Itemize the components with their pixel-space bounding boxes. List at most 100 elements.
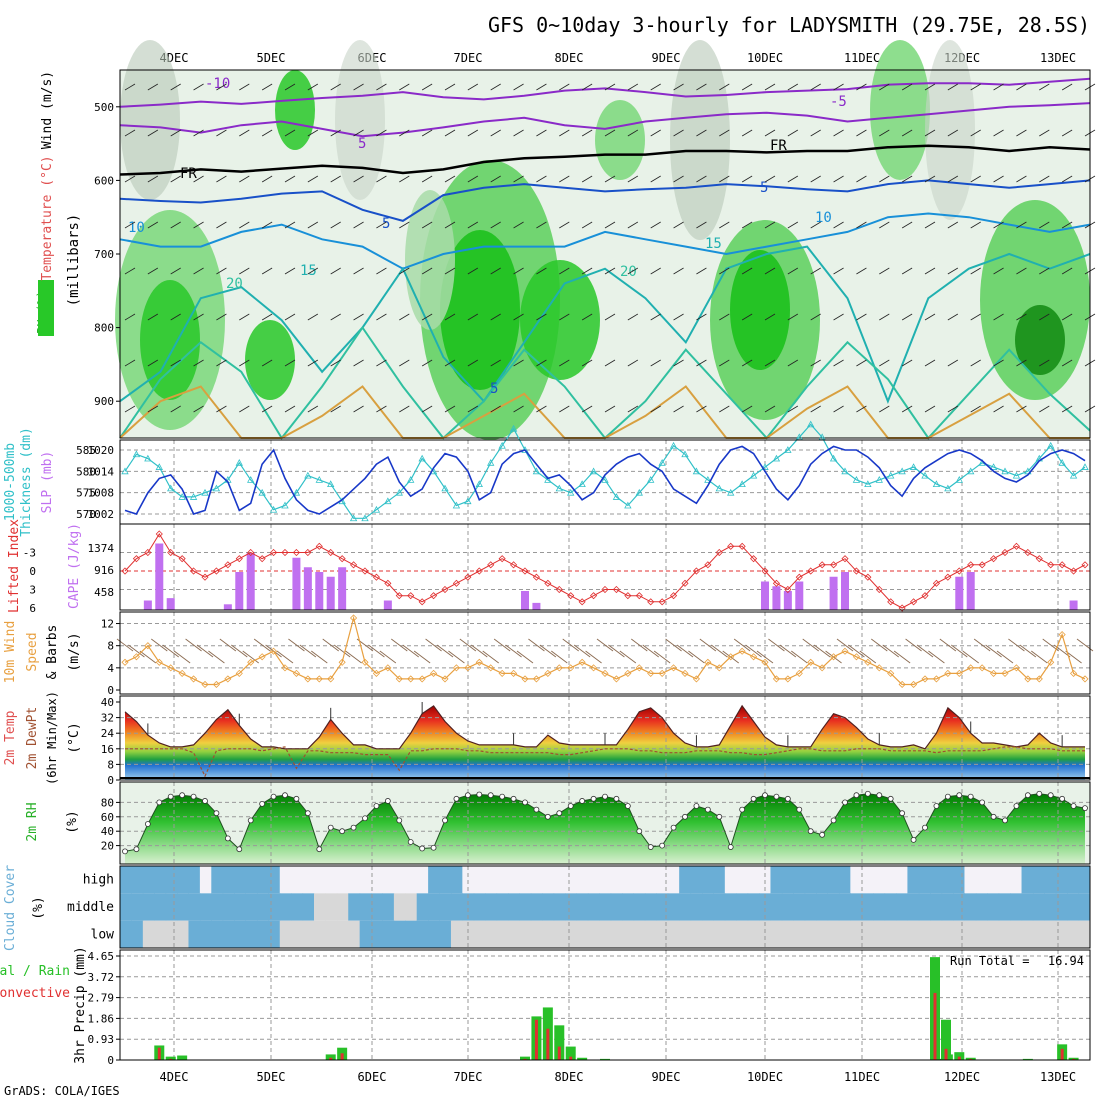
cloud-cell-low	[667, 920, 680, 948]
wind-speed-point	[464, 664, 472, 672]
upper-wind-barb	[330, 129, 341, 137]
wind-speed-point	[1001, 669, 1009, 677]
upper-wind-barb	[124, 175, 136, 183]
wind-speed-point	[795, 669, 803, 677]
precip-frame	[119, 949, 1091, 1061]
precip-convective-bar	[546, 1028, 550, 1060]
cloud-cell-middle	[690, 893, 703, 921]
cloud-cell-high	[724, 866, 737, 894]
upper-wind-barb	[193, 359, 204, 367]
rh-point	[1024, 792, 1031, 799]
temp-label: 2m Temp	[3, 710, 18, 765]
upper-wind-barb	[741, 129, 753, 137]
wind-speed-point	[304, 675, 312, 683]
wind-speed-point	[841, 647, 849, 655]
thickness-point	[544, 476, 552, 483]
cloud-cell-low	[1067, 920, 1080, 948]
cloud-cell-high	[713, 866, 726, 894]
thickness-tick: 570	[76, 508, 96, 521]
lifted-index-point	[258, 555, 266, 563]
thickness-point	[1081, 463, 1089, 470]
cloud-cell-high	[793, 866, 806, 894]
minmax-label: (6hr Min/Max)	[45, 691, 59, 785]
upper-wind-barb	[741, 267, 753, 275]
wind-speed-point	[978, 664, 986, 672]
cloud-cell-high	[336, 866, 349, 894]
upper-wind-barb	[421, 175, 433, 183]
lifted-index-point	[818, 561, 826, 569]
surface-wind-barb	[1031, 650, 1048, 664]
upper-wind-barb	[353, 221, 364, 229]
wind-speed-point	[784, 675, 792, 683]
rh-point	[247, 817, 254, 824]
upper-wind-barb	[147, 405, 159, 413]
y-tick-label: 8	[107, 640, 114, 653]
cloud-cell-middle	[667, 893, 680, 921]
surface-wind-barb	[368, 644, 385, 658]
upper-wind-barb	[239, 267, 250, 275]
cloud-cover-label: Cloud Cover	[3, 865, 18, 951]
upper-wind-barb	[239, 359, 250, 367]
lifted-index-point	[715, 548, 723, 557]
day-label-bottom: 9DEC	[652, 1070, 681, 1084]
precip-convective-bar	[557, 1046, 561, 1060]
day-label-top: 7DEC	[454, 51, 483, 65]
upper-wind-barb	[170, 175, 181, 183]
rh-point	[956, 792, 963, 799]
thickness-point	[772, 454, 781, 462]
upper-wind-barb	[444, 221, 456, 229]
thickness-point	[452, 501, 461, 509]
rh-point	[796, 806, 803, 813]
cloud-cell-low	[873, 920, 886, 948]
cloud-cell-low	[1044, 920, 1057, 948]
upper-wind-barb	[376, 405, 387, 413]
chart-title: GFS 0~10day 3-hourly for LADYSMITH (29.7…	[488, 13, 1090, 37]
upper-wind-barb	[216, 267, 227, 275]
upper-wind-barb	[536, 405, 547, 413]
upper-wind-barb	[467, 405, 479, 413]
rh-point	[384, 798, 391, 804]
upper-wind-barb	[810, 129, 821, 137]
wind-speed-point	[772, 675, 780, 683]
cape-bar	[521, 591, 529, 610]
lifted-index-point	[761, 567, 769, 575]
cloud-cell-middle	[428, 893, 441, 921]
upper-wind-barb	[673, 221, 684, 229]
upper-wind-barb	[536, 83, 547, 91]
thickness-point	[155, 463, 163, 470]
isotherm-freezing	[119, 144, 1091, 176]
upper-wind-barb	[559, 129, 570, 137]
cape-bar	[761, 581, 769, 610]
wind-speed-point	[590, 664, 598, 672]
rh-point	[1070, 803, 1077, 809]
rh-point	[807, 828, 814, 835]
cloud-cell-high	[816, 866, 829, 894]
upper-wind-barb	[741, 405, 753, 413]
upper-wind-barb	[787, 175, 799, 183]
lifted-index-point	[315, 542, 323, 550]
lifted-index-point	[852, 567, 860, 575]
upper-wind-barb	[604, 129, 616, 137]
thickness-point	[178, 493, 186, 500]
cloud-cell-high	[679, 866, 692, 894]
upper-wind-barb	[879, 83, 890, 91]
upper-wind-barb	[170, 267, 181, 275]
y-tick-label: 20	[101, 840, 114, 853]
surface-wind-barb	[802, 638, 819, 652]
rh-point	[1002, 817, 1008, 824]
upper-wind-barb	[170, 359, 181, 367]
surface-wind-barb	[528, 638, 545, 652]
upper-wind-barb	[993, 359, 1004, 367]
upper-wind-barb	[879, 405, 890, 413]
upper-wind-barb	[307, 405, 319, 413]
thickness-point	[132, 450, 141, 458]
lifted-tick: 6	[29, 602, 36, 615]
wind-speed-point	[750, 653, 758, 661]
cloud-cell-low	[314, 920, 326, 948]
surface-wind-barb	[139, 650, 157, 664]
precip-convective-label: Convective	[0, 986, 70, 1001]
upper-wind-barb	[879, 175, 890, 183]
surface-wind-barb	[436, 644, 454, 658]
cloud-cell-middle	[314, 893, 326, 921]
cloud-cell-high	[827, 866, 840, 894]
